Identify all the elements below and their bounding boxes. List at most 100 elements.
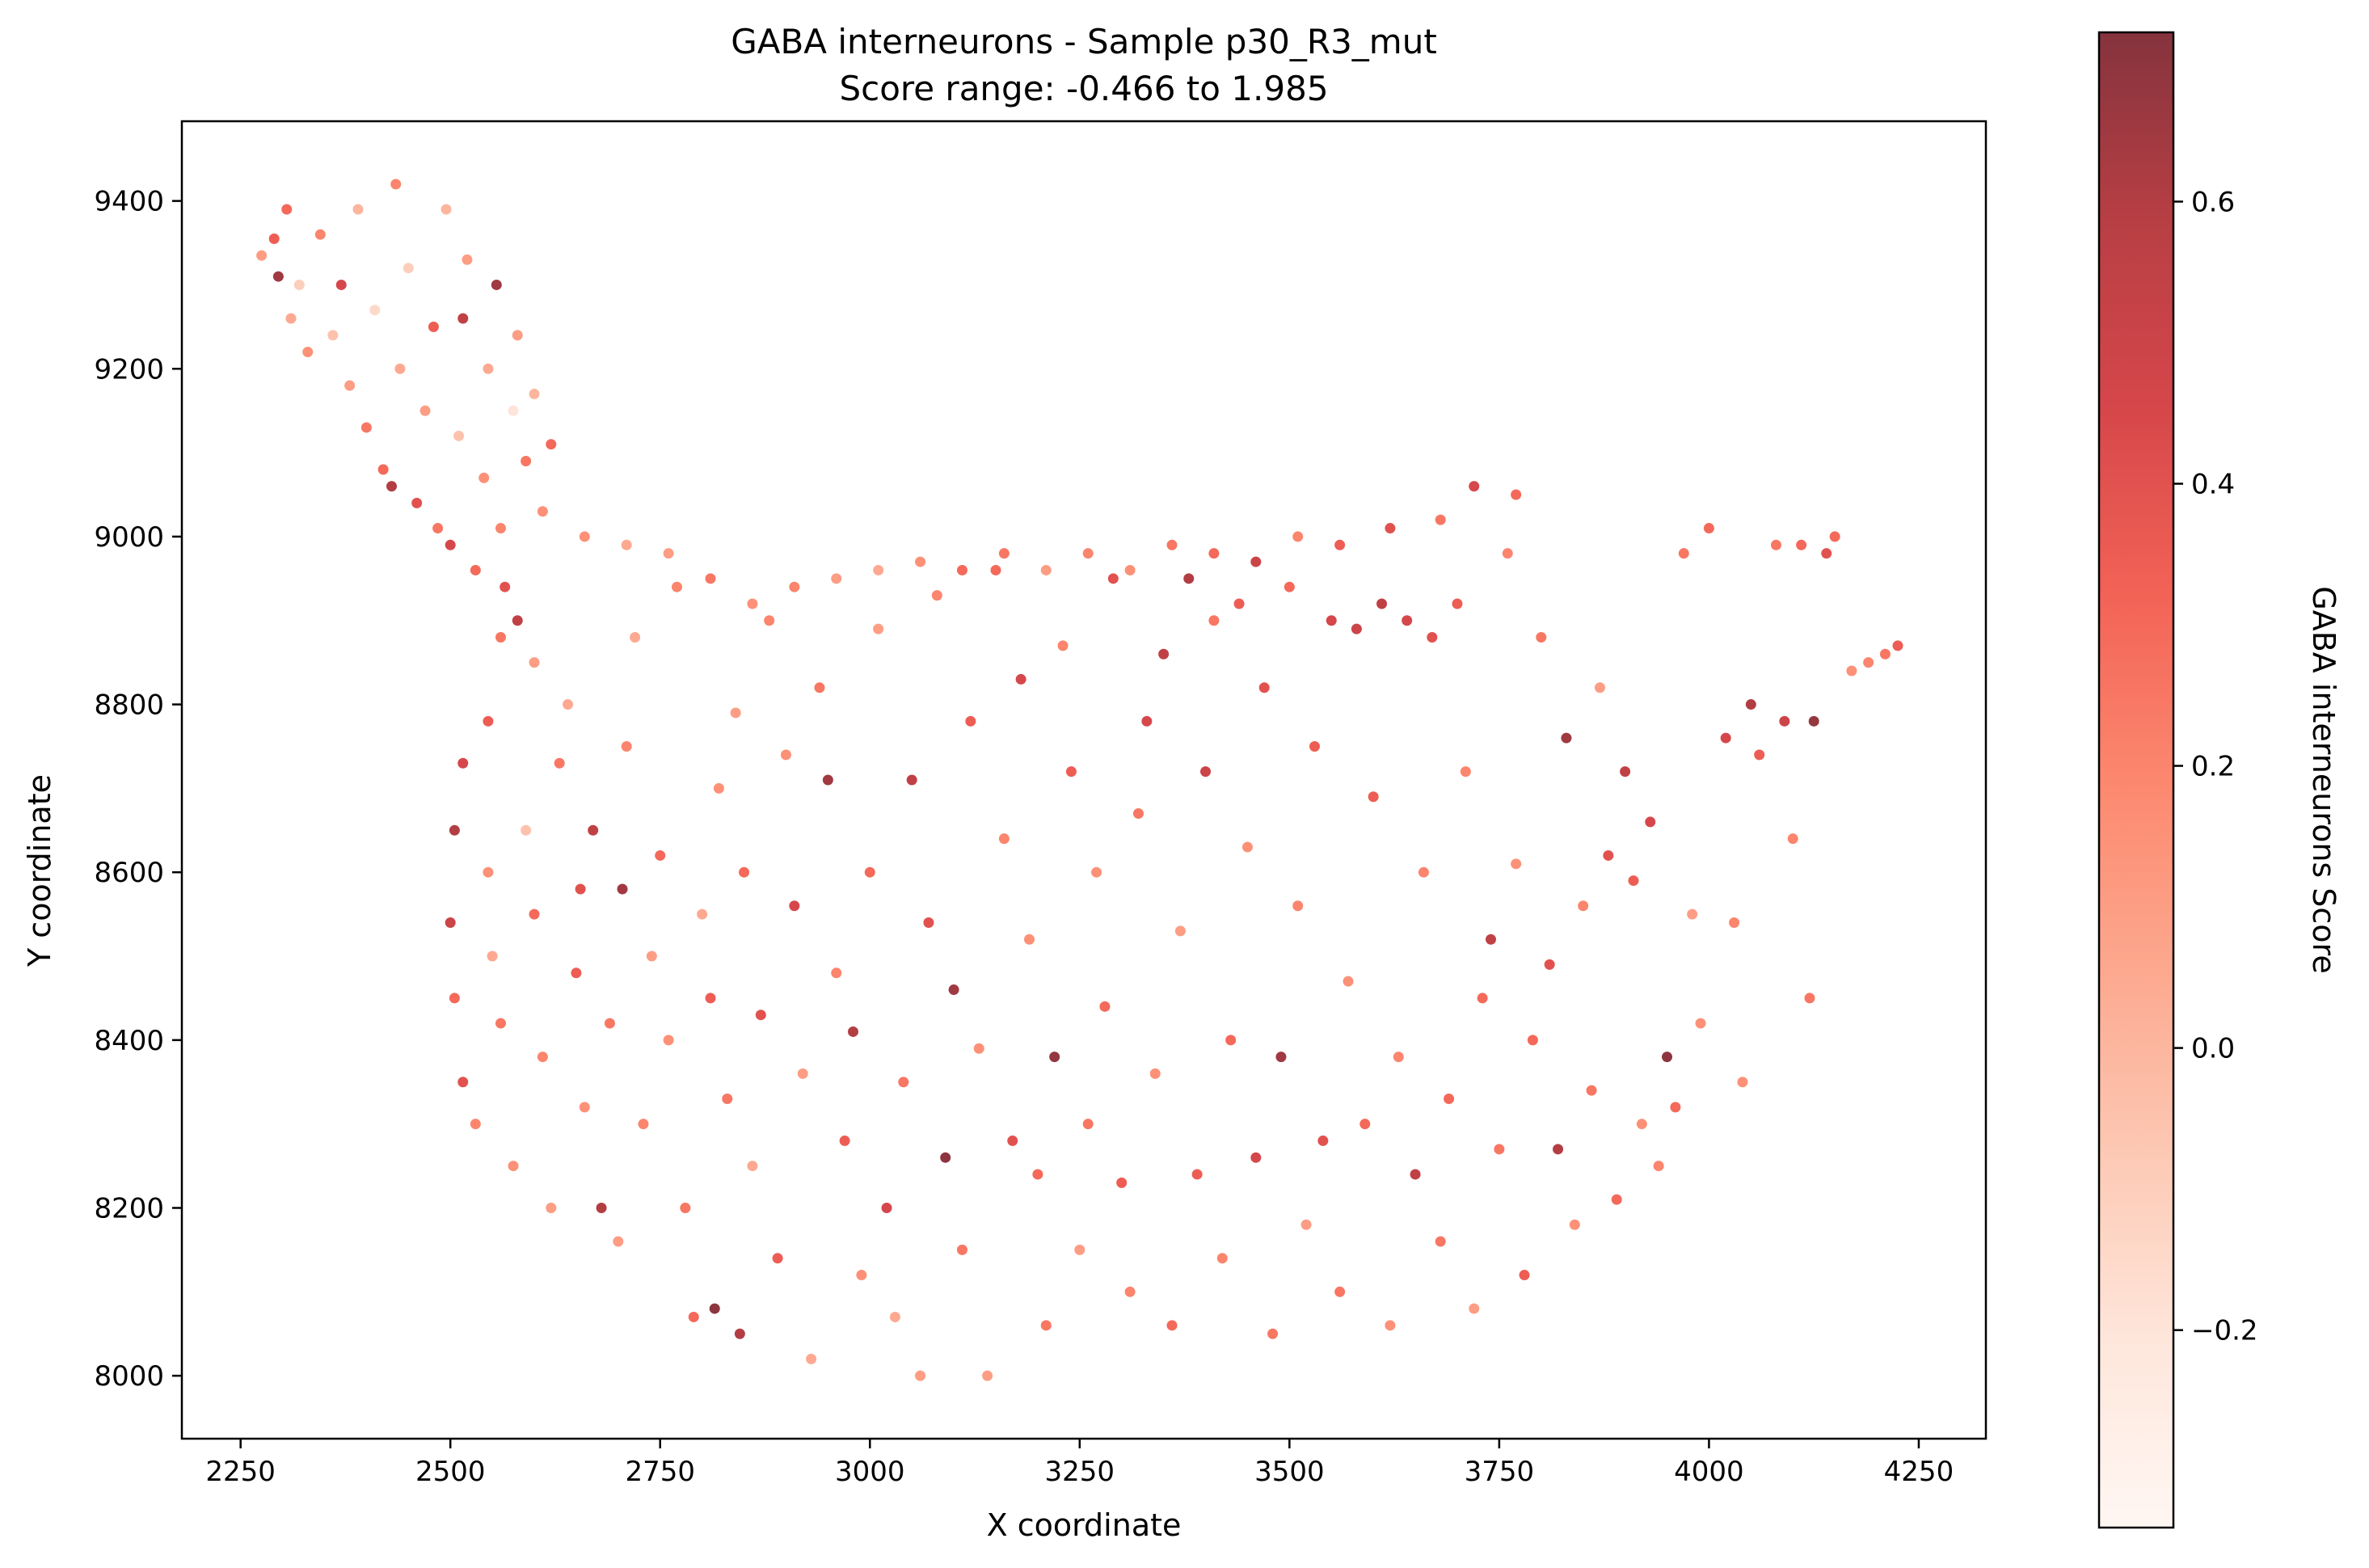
y-tick-label: 9000 bbox=[94, 521, 164, 554]
data-point bbox=[453, 430, 465, 441]
data-point bbox=[491, 279, 502, 290]
data-point bbox=[1099, 1001, 1111, 1012]
data-point bbox=[923, 917, 934, 928]
data-point bbox=[1469, 1303, 1480, 1314]
data-point bbox=[272, 271, 284, 282]
data-point bbox=[1829, 531, 1840, 542]
data-point bbox=[512, 330, 523, 341]
data-point bbox=[495, 523, 506, 534]
x-tick-label: 3500 bbox=[1254, 1456, 1325, 1488]
data-point bbox=[1511, 858, 1522, 870]
data-point bbox=[755, 1010, 766, 1021]
data-point bbox=[747, 598, 758, 609]
data-point bbox=[613, 1236, 624, 1247]
data-point bbox=[638, 1119, 649, 1130]
data-point bbox=[617, 883, 628, 895]
x-tick-label: 2500 bbox=[415, 1456, 486, 1488]
x-axis-ticks: 2250 2500 2750 3000 3250 3500 3750 4000 4250 bbox=[205, 1439, 1954, 1488]
data-point bbox=[1250, 556, 1262, 567]
data-point bbox=[1569, 1219, 1580, 1230]
data-point bbox=[1485, 934, 1496, 945]
data-point bbox=[1729, 917, 1740, 928]
data-point bbox=[1703, 523, 1714, 534]
data-point bbox=[1132, 808, 1144, 820]
x-tick-label: 2250 bbox=[205, 1456, 276, 1488]
data-point bbox=[546, 1202, 557, 1213]
data-point bbox=[831, 573, 842, 584]
data-point bbox=[1082, 1119, 1094, 1130]
data-point bbox=[1284, 581, 1295, 592]
data-point bbox=[483, 715, 494, 727]
data-point bbox=[302, 347, 314, 358]
data-point bbox=[764, 615, 775, 626]
data-point bbox=[1158, 648, 1170, 660]
data-point bbox=[1469, 481, 1480, 492]
data-point bbox=[281, 204, 293, 215]
data-point bbox=[680, 1202, 691, 1213]
y-tick-label: 8800 bbox=[94, 689, 164, 722]
data-point bbox=[314, 229, 326, 240]
data-point bbox=[663, 548, 674, 559]
data-point bbox=[1385, 1320, 1396, 1331]
data-point bbox=[747, 1161, 758, 1172]
data-point bbox=[1200, 766, 1212, 778]
data-point bbox=[722, 1094, 733, 1105]
data-point bbox=[739, 866, 750, 878]
data-point bbox=[1808, 715, 1819, 727]
data-point bbox=[1645, 816, 1656, 828]
data-point bbox=[856, 1270, 867, 1281]
data-point bbox=[1611, 1194, 1622, 1205]
data-point bbox=[697, 908, 708, 920]
data-point bbox=[998, 548, 1010, 559]
data-point bbox=[1787, 833, 1798, 845]
data-point bbox=[915, 1370, 926, 1381]
data-point bbox=[1317, 1135, 1329, 1146]
data-point bbox=[1460, 766, 1471, 778]
data-point bbox=[521, 455, 532, 466]
data-point bbox=[344, 380, 356, 391]
data-point bbox=[1174, 925, 1186, 937]
data-point bbox=[1452, 598, 1463, 609]
data-point bbox=[1258, 682, 1270, 693]
data-point bbox=[982, 1370, 993, 1381]
data-point bbox=[1024, 934, 1035, 945]
data-point bbox=[1091, 866, 1102, 878]
data-point bbox=[1116, 1177, 1128, 1188]
x-tick-label: 3250 bbox=[1045, 1456, 1115, 1488]
data-point bbox=[457, 313, 469, 324]
data-point bbox=[672, 581, 683, 592]
colorbar bbox=[2097, 31, 2175, 1529]
data-point bbox=[1233, 598, 1245, 609]
data-point bbox=[512, 615, 523, 626]
data-point bbox=[1804, 993, 1815, 1004]
data-point bbox=[1334, 1286, 1346, 1297]
data-point bbox=[663, 1035, 674, 1046]
data-point bbox=[1578, 900, 1589, 912]
data-point bbox=[428, 321, 439, 332]
data-point bbox=[1343, 976, 1354, 987]
colorbar-tick-label: 0.4 bbox=[2191, 468, 2235, 500]
data-point bbox=[575, 883, 586, 895]
data-point bbox=[1620, 766, 1631, 778]
data-point bbox=[1351, 623, 1362, 634]
data-point bbox=[377, 464, 389, 475]
data-point bbox=[1368, 791, 1379, 803]
colorbar-tick-label: −0.2 bbox=[2191, 1315, 2258, 1347]
data-point bbox=[1057, 640, 1069, 651]
data-point bbox=[1124, 564, 1136, 575]
data-point bbox=[1074, 1244, 1085, 1255]
y-tick-label: 8200 bbox=[94, 1192, 164, 1224]
data-point bbox=[956, 564, 967, 575]
data-point bbox=[630, 632, 641, 643]
data-point bbox=[1410, 1169, 1421, 1180]
data-point bbox=[449, 993, 460, 1004]
data-point bbox=[655, 849, 666, 861]
data-point bbox=[1594, 682, 1605, 693]
data-point bbox=[1527, 1035, 1538, 1046]
plot-frame bbox=[180, 120, 1988, 1440]
data-point bbox=[1720, 732, 1731, 744]
data-point bbox=[1241, 841, 1253, 853]
data-point bbox=[906, 774, 917, 786]
data-point bbox=[1418, 866, 1429, 878]
